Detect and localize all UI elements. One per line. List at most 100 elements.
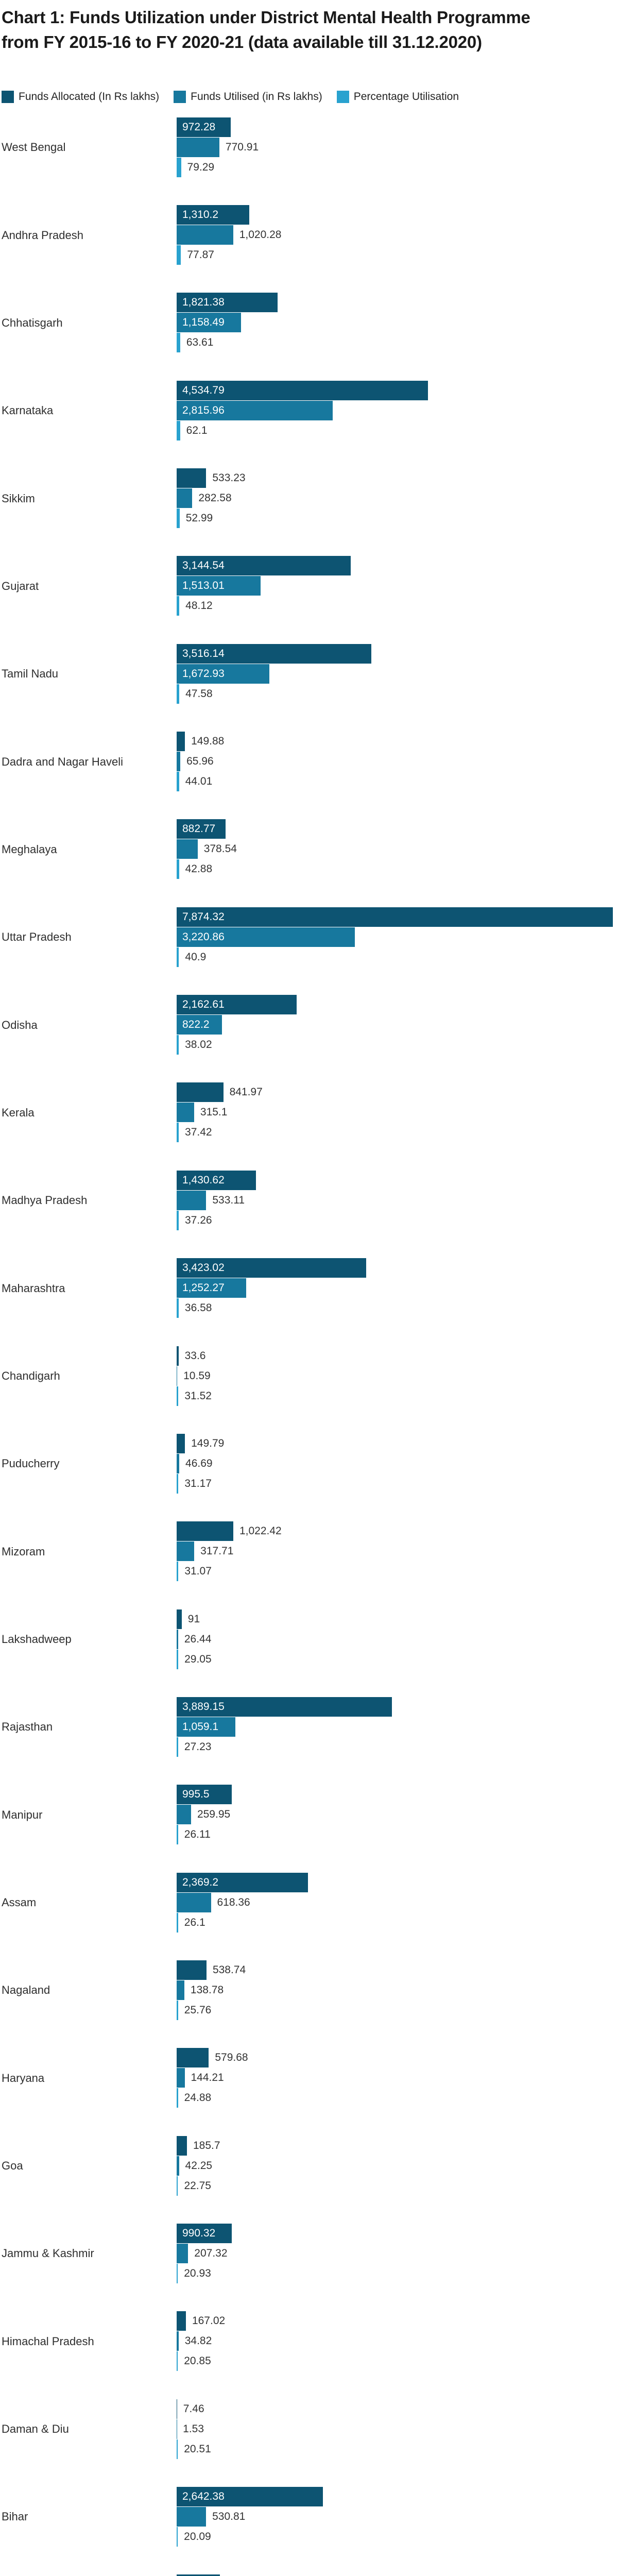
state-label: Chandigarh <box>2 1369 60 1382</box>
bar-row-allocated: 149.79 <box>177 1433 224 1453</box>
utilised-value-label: 34.82 <box>184 2335 212 2347</box>
utilised-value-label: 46.69 <box>185 1457 213 1469</box>
bar-stack: 841.97 315.1 37.42 <box>177 1082 263 1143</box>
state-group: Mizoram 1,022.42 317.71 31.07 <box>0 1517 618 1605</box>
utilised-value-label: 315.1 <box>200 1106 228 1118</box>
bar-row-allocated: 1,821.38 <box>177 293 278 313</box>
percentage-value-label: 38.02 <box>185 1039 212 1051</box>
bar-row-percentage: 24.88 <box>177 2088 212 2108</box>
legend-label: Funds Utilised (in Rs lakhs) <box>191 90 322 103</box>
state-group: Daman & Diu 7.46 1.53 20.51 <box>0 2395 618 2483</box>
utilised-value-label: 1,020.28 <box>239 229 282 241</box>
bar-row-utilised: 1,059.1 <box>177 1717 392 1737</box>
percentage-value-label: 79.29 <box>187 161 215 173</box>
percentage-bar <box>177 684 180 704</box>
bar-row-utilised: 618.36 <box>177 1892 308 1912</box>
percentage-value-label: 25.76 <box>184 2004 212 2016</box>
allocated-bar <box>177 732 185 752</box>
state-label: Chhatisgarh <box>2 316 63 329</box>
bar-stack: 2,369.2 618.36 26.1 <box>177 1872 308 1933</box>
bar-row-allocated: 841.97 <box>177 1082 263 1103</box>
state-group: Chhatisgarh 1,821.38 1,158.49 63.61 <box>0 289 618 376</box>
allocated-bar <box>177 1521 233 1541</box>
utilised-bar <box>177 400 333 420</box>
utilised-bar <box>177 927 355 947</box>
bar-row-percentage: 20.51 <box>177 2439 211 2459</box>
allocated-value-label: 538.74 <box>212 1963 246 1976</box>
utilised-value-label: 533.11 <box>212 1194 245 1206</box>
bar-row-percentage: 37.42 <box>177 1123 224 1143</box>
utilised-bar <box>177 137 219 157</box>
percentage-bar <box>177 1298 179 1318</box>
bar-row-allocated: 995.5 <box>177 1785 232 1805</box>
legend: Funds Allocated (In Rs lakhs) Funds Util… <box>2 90 618 103</box>
bar-row-allocated: 1,430.62 <box>177 1170 256 1190</box>
utilised-bar <box>177 1190 207 1210</box>
percentage-value-label: 20.93 <box>184 2267 211 2279</box>
state-group: Goa 185.7 42.25 22.75 <box>0 2132 618 2219</box>
utilised-bar <box>177 1103 194 1123</box>
bar-stack: 3,889.15 1,059.1 27.23 <box>177 1697 392 1757</box>
allocated-value-label: 7,874.32 <box>182 910 225 923</box>
state-label: Sikkim <box>2 492 35 505</box>
percentage-value-label: 31.52 <box>184 1389 212 1402</box>
legend-item-percentage: Percentage Utilisation <box>336 90 459 103</box>
bar-row-utilised: 533.11 <box>177 1190 256 1210</box>
bar-row-allocated: 4,534.79 <box>177 380 428 400</box>
bar-row-utilised: 530.81 <box>177 2506 323 2527</box>
bar-row-allocated: 7.46 <box>177 2399 204 2419</box>
allocated-bar <box>177 2223 232 2243</box>
state-group: Lakshadweep 91 26.44 29.05 <box>0 1605 618 1693</box>
allocated-value-label: 3,516.14 <box>182 647 225 659</box>
percentage-value-label: 77.87 <box>187 249 214 261</box>
state-group: Maharashtra 3,423.02 1,252.27 36.58 <box>0 1254 618 1342</box>
bar-row-percentage: 77.87 <box>177 245 249 265</box>
utilised-value-label: 1,158.49 <box>182 316 225 329</box>
percentage-bar <box>177 2527 178 2547</box>
bar-row-percentage: 31.17 <box>177 1473 212 1494</box>
percentage-bar <box>177 420 180 440</box>
state-group: Odisha 2,162.61 822.2 38.02 <box>0 991 618 1078</box>
allocated-bar <box>177 1697 392 1717</box>
bar-stack: 2,642.38 530.81 20.09 <box>177 2486 323 2547</box>
percentage-bar <box>177 1386 179 1406</box>
bar-row-allocated: 1,310.2 <box>177 205 249 225</box>
bar-row-allocated: 185.7 <box>177 2136 220 2156</box>
bar-row-percentage: 40.9 <box>177 947 613 967</box>
allocated-swatch-icon <box>2 90 14 103</box>
state-label: Madhya Pradesh <box>2 1194 88 1207</box>
percentage-bar <box>177 1737 178 1757</box>
state-label: Nagaland <box>2 1984 50 1997</box>
percentage-value-label: 36.58 <box>184 1302 212 1314</box>
bar-row-percentage: 47.58 <box>177 684 371 704</box>
state-label: Assam <box>2 1896 37 1909</box>
bar-stack: 990.32 207.32 20.93 <box>177 2223 232 2284</box>
bar-row-percentage: 52.99 <box>177 509 213 529</box>
utilised-bar <box>177 576 261 596</box>
allocated-bar <box>177 643 372 664</box>
allocated-value-label: 185.7 <box>193 2139 220 2151</box>
bar-stack: 1,821.38 1,158.49 63.61 <box>177 293 278 353</box>
allocated-bar <box>177 117 231 137</box>
percentage-value-label: 42.88 <box>185 863 213 875</box>
bar-row-allocated: 2,369.2 <box>177 1872 308 1892</box>
utilised-bar <box>177 1015 222 1035</box>
percentage-value-label: 24.88 <box>184 2092 212 2104</box>
bar-row-allocated: 3,889.15 <box>177 1697 392 1717</box>
allocated-value-label: 2,162.61 <box>182 998 225 1011</box>
utilised-bar <box>177 1453 180 1473</box>
percentage-value-label: 31.17 <box>184 1477 212 1489</box>
utilised-value-label: 530.81 <box>212 2510 246 2522</box>
bar-row-percentage: 20.85 <box>177 2351 211 2371</box>
utilised-value-label: 144.21 <box>191 2072 224 2084</box>
allocated-bar <box>177 2486 323 2506</box>
bar-stack: 2,162.61 822.2 38.02 <box>177 995 297 1055</box>
bar-stack: 882.77 378.54 42.88 <box>177 819 237 879</box>
state-group: Uttar Pradesh 7,874.32 3,220.86 40.9 <box>0 903 618 991</box>
bar-row-percentage: 26.11 <box>177 1825 232 1845</box>
state-label: Haryana <box>2 2071 45 2084</box>
bar-stack: 149.88 65.96 44.01 <box>177 732 224 792</box>
utilised-value-label: 317.71 <box>200 1545 234 1557</box>
percentage-bar <box>177 1035 179 1055</box>
bar-row-percentage: 44.01 <box>177 772 212 792</box>
